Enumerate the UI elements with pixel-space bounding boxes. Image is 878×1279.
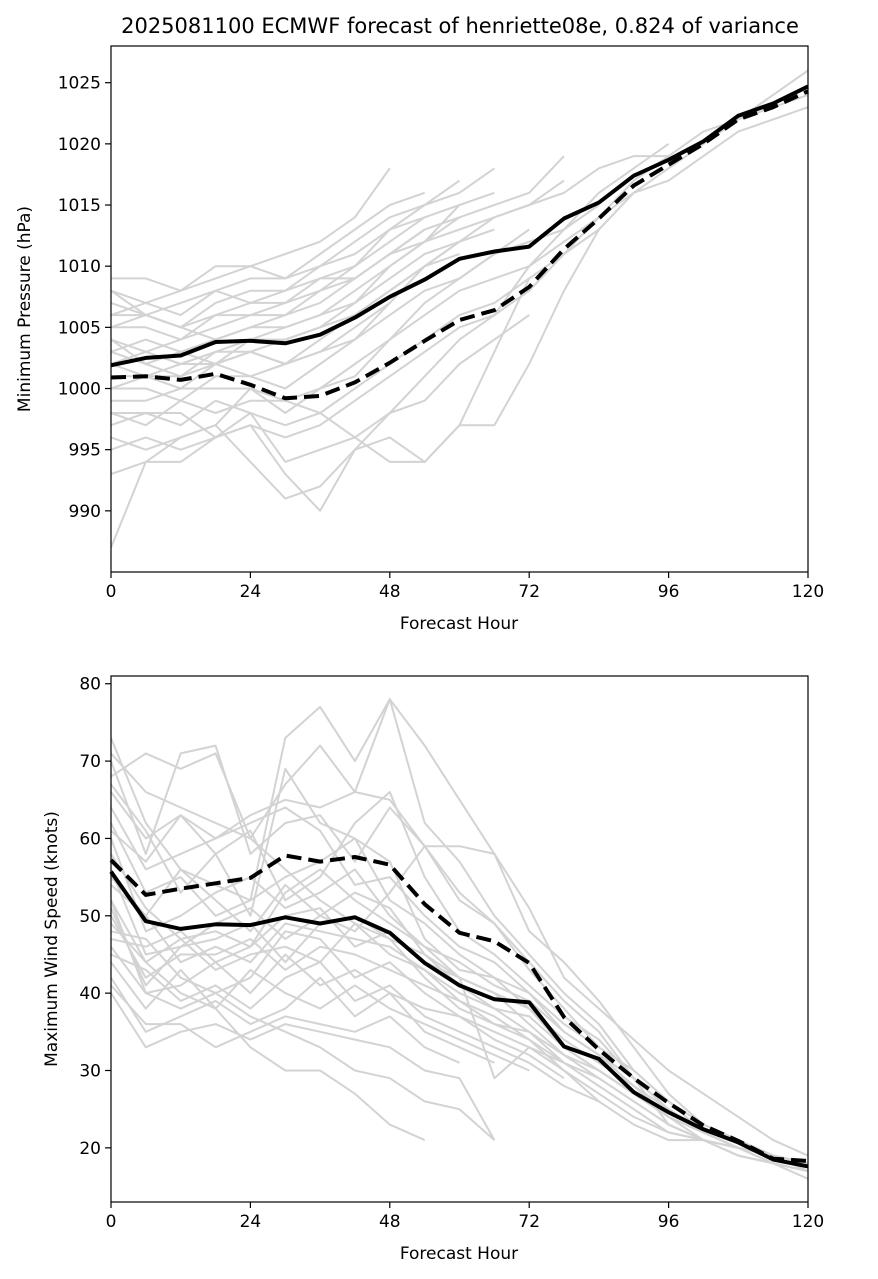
wind-member-line-24: [110, 845, 809, 1157]
pressure-member-line-2: [110, 179, 461, 317]
wind-y-tick-label: 20: [79, 1139, 101, 1159]
wind-y-tick-label: 70: [79, 752, 101, 772]
wind-y-tick-label: 80: [79, 675, 101, 695]
wind-member-line-25: [110, 907, 809, 1165]
pressure-solid-series-line: [110, 84, 809, 368]
pressure-x-tick-label: 24: [240, 582, 262, 602]
wind-y-tick-label: 30: [79, 1062, 101, 1082]
wind-x-tick-label: 120: [792, 1212, 824, 1232]
wind-member-line-13: [110, 930, 565, 1064]
pressure-x-tick-label: 72: [518, 582, 540, 602]
wind-x-tick-label: 48: [379, 1212, 401, 1232]
pressure-y-axis-label: Minimum Pressure (hPa): [15, 206, 35, 412]
pressure-x-tick-label: 0: [106, 582, 117, 602]
wind-main-series: [109, 853, 809, 1169]
wind-member-line-14: [110, 946, 565, 1080]
pressure-plot-frame: [110, 45, 809, 573]
wind-x-tick-label: 96: [658, 1212, 680, 1232]
wind-member-line-16: [110, 961, 530, 1072]
pressure-member-line-11: [111, 106, 809, 427]
wind-member-line-23: [110, 783, 739, 1149]
pressure-main-series: [110, 84, 809, 401]
pressure-y-tick-label: 995: [69, 441, 101, 461]
pressure-member-line-14: [110, 314, 530, 463]
pressure-dashed-series-line: [110, 89, 809, 401]
wind-member-line-0: [110, 698, 809, 1173]
pressure-panel: 2025081100 ECMWF forecast of henriette08…: [15, 14, 824, 634]
wind-x-tick-label: 0: [106, 1212, 117, 1232]
pressure-member-line-15: [110, 229, 600, 512]
wind-member-line-19: [110, 992, 496, 1141]
wind-member-line-18: [110, 984, 460, 1064]
pressure-y-tick-label: 1015: [58, 196, 101, 216]
pressure-y-tick-label: 1010: [58, 257, 101, 277]
pressure-member-line-5: [110, 155, 565, 353]
wind-x-axis-label: Forecast Hour: [400, 1244, 518, 1264]
pressure-member-line-22: [110, 204, 600, 427]
pressure-y-tick-label: 990: [69, 502, 101, 522]
pressure-x-tick-label: 48: [379, 582, 401, 602]
wind-y-tick-label: 40: [79, 984, 101, 1004]
wind-plot-frame: [110, 675, 809, 1203]
pressure-x-tick-label: 120: [792, 582, 824, 602]
pressure-member-line-23: [110, 216, 426, 329]
pressure-member-line-4: [111, 191, 495, 341]
wind-y-axis-label: Maximum Wind Speed (knots): [42, 811, 62, 1067]
pressure-x-axis-label: Forecast Hour: [400, 614, 518, 634]
pressure-member-line-6: [110, 179, 565, 353]
wind-y-tick-label: 60: [79, 829, 101, 849]
pressure-member-line-1: [110, 191, 426, 304]
wind-dashed-series-line: [109, 853, 809, 1163]
pressure-x-tick-label: 96: [658, 582, 680, 602]
wind-member-line-26: [110, 907, 704, 1142]
wind-solid-series-line: [109, 870, 809, 1169]
wind-x-tick-label: 72: [518, 1212, 540, 1232]
figure-title: 2025081100 ECMWF forecast of henriette08…: [121, 14, 799, 38]
wind-axes: 0 24 48 72 96 120 20 30 40 50 60 70 80: [79, 675, 824, 1232]
pressure-axes: 0 24 48 72 96 120 990 995 1000 1005 1010 1015 1020 10…: [58, 45, 824, 602]
pressure-y-tick-label: 1000: [58, 380, 101, 400]
pressure-member-line-16: [110, 277, 531, 548]
wind-member-line-21: [110, 899, 496, 1141]
pressure-y-tick-label: 1020: [58, 135, 101, 155]
wind-panel: 0 24 48 72 96 120 20 30 40 50 60 70 80 Forecast Hour…: [42, 675, 824, 1264]
wind-member-line-20: [110, 922, 426, 1142]
wind-member-line-17: [110, 976, 495, 1064]
wind-ensemble-members: [110, 698, 809, 1180]
pressure-y-tick-label: 1005: [58, 318, 101, 338]
pressure-y-tick-label: 1025: [58, 74, 101, 94]
wind-x-tick-label: 24: [240, 1212, 262, 1232]
wind-y-tick-label: 50: [79, 907, 101, 927]
pressure-member-line-21: [110, 155, 669, 390]
